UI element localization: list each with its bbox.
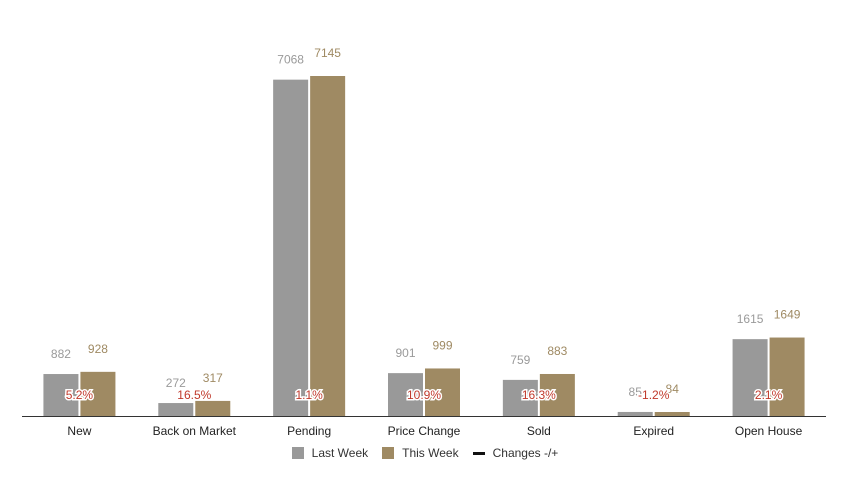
category-label: Price Change <box>388 424 461 438</box>
legend-swatch-last-week <box>291 447 304 459</box>
bar-last-week[interactable] <box>617 411 653 416</box>
value-label-this-week: 7145 <box>314 46 341 60</box>
category-label: Expired <box>633 424 674 438</box>
legend-item-changes[interactable]: Changes -/+ <box>472 446 559 460</box>
value-label-this-week: 999 <box>432 338 452 352</box>
category-label: New <box>67 424 91 438</box>
change-label: 5.2% <box>66 388 94 402</box>
value-label-last-week: 85 <box>629 385 643 399</box>
value-label-last-week: 7068 <box>277 53 304 67</box>
bar-this-week[interactable] <box>425 368 460 416</box>
bar-this-week[interactable] <box>539 373 575 416</box>
value-labels-group: 882 928 5.2% 272 317 16.5% 7068 7145 1.1% 901 999 1… <box>51 46 801 404</box>
legend-item-this-week[interactable]: This Week <box>382 446 459 460</box>
bar-last-week[interactable] <box>43 374 79 416</box>
bar-last-week[interactable] <box>388 373 423 416</box>
legend-swatch-changes <box>472 451 485 455</box>
bar-last-week[interactable] <box>502 379 538 416</box>
change-label: 16.3% <box>522 388 556 402</box>
change-label: 10.9% <box>407 388 441 402</box>
bar-last-week[interactable] <box>158 403 194 416</box>
legend-label-changes: Changes -/+ <box>492 446 559 460</box>
legend-label-last-week: Last Week <box>311 446 369 460</box>
legend-swatch-this-week <box>382 447 395 459</box>
bars-group <box>43 76 805 417</box>
change-label: 2.1% <box>755 388 783 402</box>
bar-this-week[interactable] <box>310 76 346 416</box>
bar-last-week[interactable] <box>273 79 309 417</box>
value-label-last-week: 882 <box>51 347 71 361</box>
value-label-last-week: 901 <box>395 346 415 360</box>
value-label-this-week: 317 <box>203 371 223 385</box>
category-label: Pending <box>287 424 331 438</box>
bar-this-week[interactable] <box>80 371 116 416</box>
bar-this-week[interactable] <box>769 337 805 416</box>
category-label: Open House <box>735 424 803 438</box>
bar-last-week[interactable] <box>732 339 768 416</box>
value-label-this-week: 883 <box>547 344 567 358</box>
change-label: 16.5% <box>177 388 211 402</box>
value-label-last-week: 759 <box>510 353 530 367</box>
bar-this-week[interactable] <box>195 400 231 416</box>
value-label-this-week: 1649 <box>774 308 801 322</box>
change-label: -1.2% <box>638 388 670 402</box>
legend-label-this-week: This Week <box>402 446 459 460</box>
legend-item-last-week[interactable]: Last Week <box>291 446 369 460</box>
change-label: 1.1% <box>295 388 323 402</box>
value-label-last-week: 272 <box>166 376 186 390</box>
legend: Last Week This Week Changes -/+ <box>0 446 850 460</box>
category-labels-group: New Back on Market Pending Price Change Sold… <box>67 424 802 438</box>
value-label-last-week: 1615 <box>737 312 764 326</box>
category-label: Sold <box>527 424 551 438</box>
category-label: Back on Market <box>153 424 237 438</box>
value-label-this-week: 928 <box>88 342 108 356</box>
bar-this-week[interactable] <box>654 412 690 416</box>
value-label-this-week: 84 <box>666 382 680 396</box>
